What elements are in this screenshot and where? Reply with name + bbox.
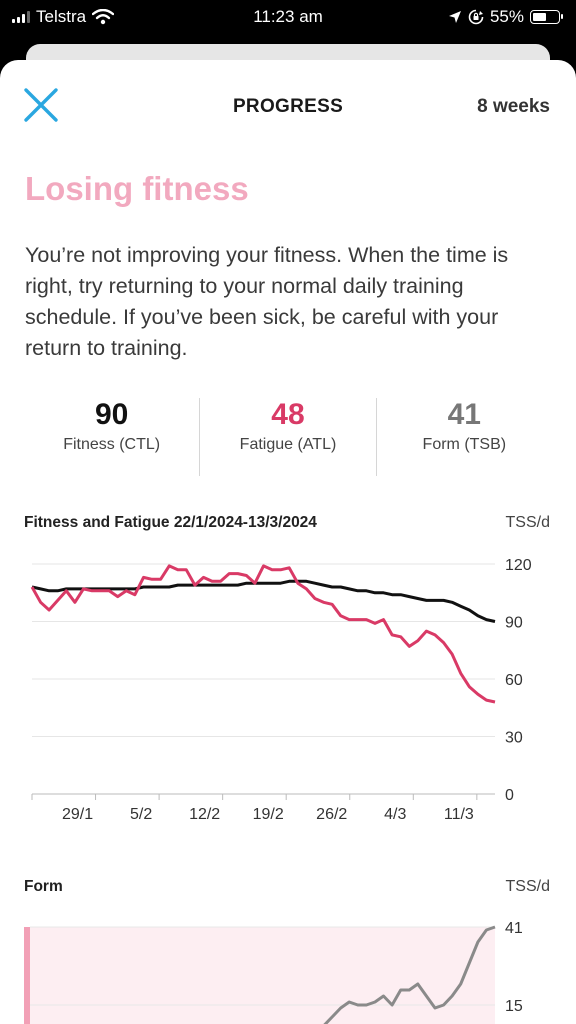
fatigue-line [30,564,496,704]
y-tick-label: 60 [505,672,523,689]
x-tick-label: 5/2 [130,806,152,823]
status-headline: Losing fitness [25,170,249,207]
stat-label: Fitness (CTL) [63,436,161,453]
carrier-name: Telstra [36,7,87,26]
chart-unit-form: TSS/d [505,878,550,895]
y-tick-label: 120 [505,557,532,574]
form-band-accent [24,927,30,1024]
status-time: 11:23 am [253,7,323,26]
x-tick-label: 12/2 [189,806,220,823]
stat-form: 41 Form (TSB) [375,398,552,476]
progress-sheet: PROGRESS 8 weeks Losing fitness You’re n… [0,60,576,1024]
stat-fatigue: 48 Fatigue (ATL) [199,398,375,476]
y-tick-label: 15 [505,998,523,1015]
signal-icon [12,11,30,23]
y-tick-label: 30 [505,730,523,747]
x-tick-label: 4/3 [384,806,406,823]
x-tick-label: 26/2 [316,806,347,823]
period-selector[interactable]: 8 weeks [477,96,550,117]
location-icon [448,11,461,23]
y-tick-label: 41 [505,920,523,937]
rotation-lock-icon [468,9,484,25]
battery-icon [530,10,563,24]
stat-value: 48 [271,398,305,431]
y-tick-label: 0 [505,787,514,804]
y-tick-label: 90 [505,615,523,632]
stat-label: Fatigue (ATL) [239,436,337,453]
wifi-icon [92,9,115,25]
status-description: You’re not improving your fitness. When … [25,243,509,360]
battery-percent: 55% [489,7,524,26]
close-icon [24,88,58,122]
chart-title-form: Form [24,878,63,895]
page-title: PROGRESS [232,96,344,117]
form-line [323,925,496,1024]
stat-value: 41 [447,398,481,431]
x-tick-label: 19/2 [253,806,284,823]
close-button[interactable] [22,86,60,124]
form-chart: 41 15 [24,920,523,1024]
x-tick-label: 29/1 [62,806,93,823]
stat-label: Form (TSB) [422,436,507,453]
stat-value: 90 [94,398,129,431]
status-bar: Telstra 11:23 am 55% [0,0,576,34]
x-tick-label: 11/3 [444,806,474,823]
fitness-line [31,579,496,623]
battery-fill [533,13,546,21]
fitness-fatigue-chart: 120 90 60 30 0 29/1 5/2 12/2 19/2 26/2 4/3 11/3 [30,557,532,823]
stat-fitness: 90 Fitness (CTL) [24,398,199,476]
stats-row: 90 Fitness (CTL) 48 Fatigue (ATL) 41 For… [24,398,552,476]
chart-title-fitness-fatigue: Fitness and Fatigue 22/1/2024-13/3/2024 [24,514,317,531]
chart-unit-fitness-fatigue: TSS/d [505,514,550,531]
form-band [24,927,495,1024]
